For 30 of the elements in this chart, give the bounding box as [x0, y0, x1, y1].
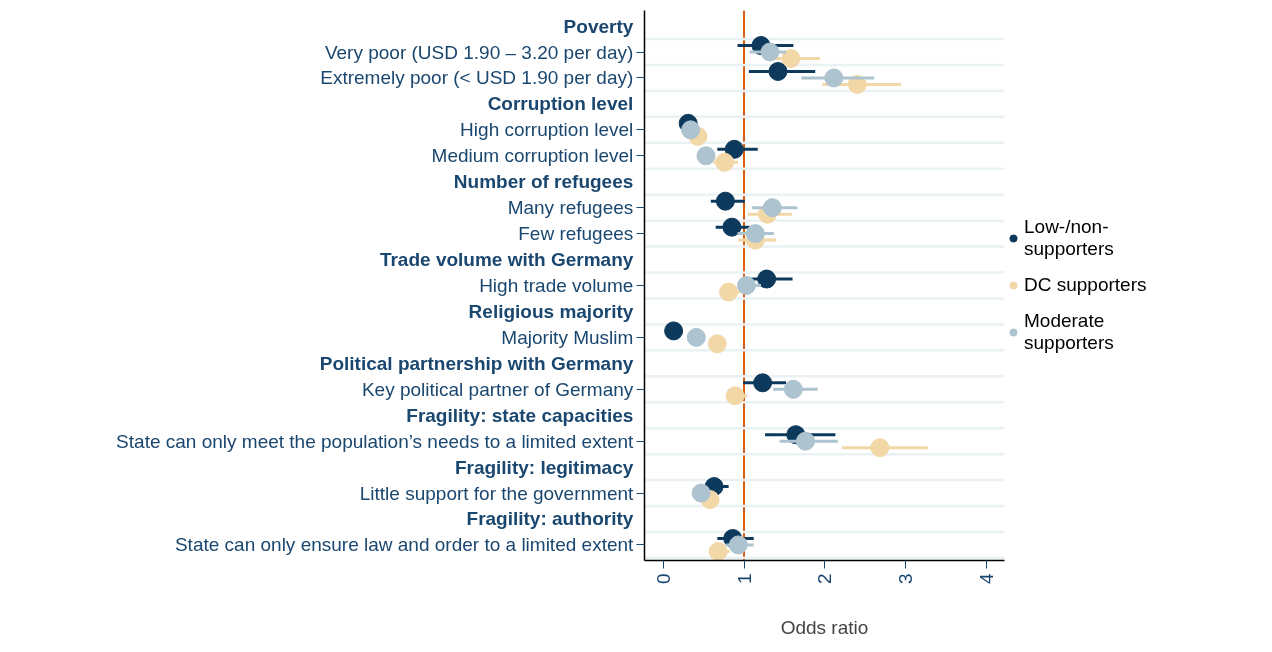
y-tick-label: Many refugees	[507, 197, 634, 219]
y-tick-label: Fragility: authority	[466, 508, 634, 530]
y-tick-label: State can only ensure law and order to a limited extent	[174, 534, 635, 556]
legend-label: Moderate supporters	[1024, 310, 1114, 354]
y-tick-label: Religious majority	[468, 300, 634, 322]
y-tick-label: Majority Muslim	[501, 326, 634, 348]
y-tick-label: Fragility: state capacities	[406, 404, 634, 426]
y-tick-label: Extremely poor (< USD 1.90 per day)	[320, 67, 634, 89]
y-tick-label: High trade volume	[479, 275, 634, 296]
x-tick-label: 1	[733, 573, 755, 585]
x-tick-label: 0	[652, 573, 674, 585]
legend-label: Low-/non- supporters	[1024, 216, 1114, 260]
y-tick-label: Trade volume with Germany	[379, 249, 634, 271]
y-tick-label: Fragility: legitimacy	[454, 456, 634, 478]
y-tick-label: Number of refugees	[453, 171, 634, 193]
y-tick-label: High corruption level	[460, 119, 634, 141]
y-tick-label: State can only meet the population’s needs to a limited extent	[116, 430, 635, 452]
y-tick-label: Few refugees	[518, 223, 634, 245]
y-tick-label: Political partnership with Germany	[319, 352, 634, 374]
y-tick-label: Key political partner of Germany	[361, 378, 634, 400]
legend-label: DC supporters	[1024, 274, 1147, 296]
y-tick-label: Little support for the government	[359, 482, 635, 504]
x-tick-label: 4	[976, 573, 998, 585]
y-tick-label: Poverty	[563, 15, 634, 37]
y-tick-label: Very poor (USD 1.90 – 3.20 per day)	[324, 41, 634, 63]
x-tick-label: 2	[814, 573, 836, 585]
y-tick-label: Medium corruption level	[431, 145, 634, 167]
y-tick-label: Corruption level	[487, 93, 634, 115]
x-tick-label: 3	[895, 573, 917, 585]
x-axis-title: Odds ratio	[780, 617, 869, 639]
